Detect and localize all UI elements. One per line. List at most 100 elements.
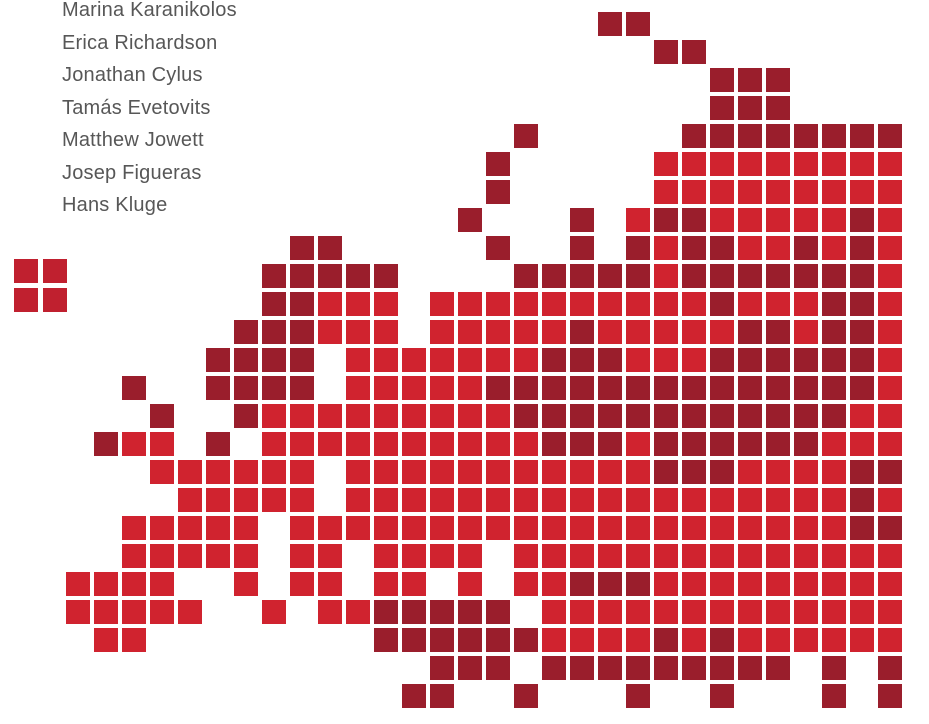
map-tile <box>626 544 650 568</box>
map-tile <box>458 376 482 400</box>
map-tile <box>766 152 790 176</box>
map-tile <box>542 460 566 484</box>
map-tile <box>598 600 622 624</box>
map-tile <box>626 572 650 596</box>
map-tile <box>710 460 734 484</box>
map-tile <box>878 628 902 652</box>
map-tile <box>542 488 566 512</box>
map-tile <box>850 544 874 568</box>
map-tile <box>178 488 202 512</box>
map-tile <box>486 320 510 344</box>
map-tile <box>402 600 426 624</box>
square-logo-icon <box>14 259 67 312</box>
map-tile <box>458 348 482 372</box>
map-tile <box>878 180 902 204</box>
map-tile <box>430 544 454 568</box>
map-tile <box>402 516 426 540</box>
map-tile <box>262 348 286 372</box>
map-tile <box>290 376 314 400</box>
map-tile <box>682 348 706 372</box>
map-tile <box>766 236 790 260</box>
map-tile <box>682 516 706 540</box>
map-tile <box>542 516 566 540</box>
map-tile <box>290 544 314 568</box>
author-name: Erica Richardson <box>62 31 218 54</box>
map-tile <box>654 152 678 176</box>
map-tile <box>626 628 650 652</box>
map-tile <box>626 656 650 680</box>
map-tile <box>682 292 706 316</box>
map-tile <box>710 68 734 92</box>
map-tile <box>150 572 174 596</box>
map-tile <box>738 264 762 288</box>
map-tile <box>654 236 678 260</box>
map-tile <box>766 348 790 372</box>
map-tile <box>654 656 678 680</box>
map-tile <box>654 488 678 512</box>
map-tile <box>766 208 790 232</box>
map-tile <box>626 320 650 344</box>
map-tile <box>766 628 790 652</box>
map-tile <box>598 292 622 316</box>
map-tile <box>374 404 398 428</box>
map-tile <box>374 264 398 288</box>
map-tile <box>598 320 622 344</box>
map-tile <box>514 348 538 372</box>
map-tile <box>682 236 706 260</box>
map-tile <box>710 152 734 176</box>
map-tile <box>346 376 370 400</box>
map-tile <box>542 264 566 288</box>
map-tile <box>542 292 566 316</box>
map-tile <box>318 572 342 596</box>
map-tile <box>346 320 370 344</box>
map-tile <box>626 404 650 428</box>
map-tile <box>542 348 566 372</box>
map-tile <box>766 320 790 344</box>
map-tile <box>794 544 818 568</box>
map-tile <box>598 572 622 596</box>
map-tile <box>346 348 370 372</box>
map-tile <box>150 460 174 484</box>
map-tile <box>206 348 230 372</box>
map-tile <box>402 404 426 428</box>
logo-square <box>43 259 67 283</box>
map-tile <box>430 376 454 400</box>
map-tile <box>150 516 174 540</box>
map-tile <box>710 572 734 596</box>
map-tile <box>738 96 762 120</box>
map-tile <box>822 404 846 428</box>
map-tile <box>794 572 818 596</box>
map-tile <box>542 404 566 428</box>
map-tile <box>318 320 342 344</box>
map-tile <box>654 292 678 316</box>
map-tile <box>570 488 594 512</box>
map-tile <box>318 404 342 428</box>
map-tile <box>290 292 314 316</box>
map-tile <box>402 488 426 512</box>
map-tile <box>682 544 706 568</box>
map-tile <box>430 684 454 708</box>
map-tile <box>514 460 538 484</box>
map-tile <box>878 152 902 176</box>
map-tile <box>206 488 230 512</box>
map-tile <box>738 236 762 260</box>
map-tile <box>682 376 706 400</box>
map-tile <box>710 432 734 456</box>
map-tile <box>514 292 538 316</box>
map-tile <box>710 180 734 204</box>
map-tile <box>206 544 230 568</box>
map-tile <box>850 376 874 400</box>
map-tile <box>878 320 902 344</box>
map-tile <box>262 432 286 456</box>
map-tile <box>402 432 426 456</box>
map-tile <box>318 292 342 316</box>
map-tile <box>738 68 762 92</box>
map-tile <box>682 404 706 428</box>
map-tile <box>794 488 818 512</box>
map-tile <box>738 404 762 428</box>
author-name: Josep Figueras <box>62 161 202 184</box>
map-tile <box>794 152 818 176</box>
map-tile <box>318 600 342 624</box>
map-tile <box>738 516 762 540</box>
map-tile <box>682 320 706 344</box>
